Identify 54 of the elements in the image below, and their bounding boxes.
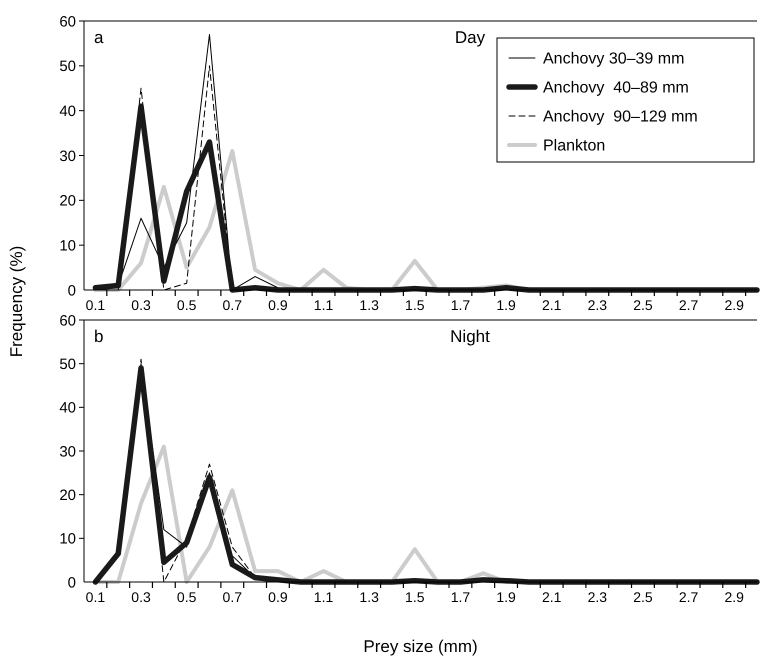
x-tick-label: 1.5 <box>405 589 425 605</box>
x-tick-label: 0.3 <box>131 297 151 313</box>
x-tick-label: 2.1 <box>542 589 562 605</box>
legend-label: Anchovy 40–89 mm <box>543 80 689 97</box>
y-tick-label: 50 <box>59 356 76 373</box>
x-tick-label: 0.9 <box>268 297 288 313</box>
x-tick-label: 2.7 <box>678 589 698 605</box>
x-tick-label: 2.5 <box>633 589 653 605</box>
x-tick-label: 0.5 <box>176 589 197 605</box>
x-tick-label: 2.5 <box>633 297 653 313</box>
x-tick-label: 0.5 <box>176 297 197 313</box>
x-tick-label: 1.9 <box>496 297 516 313</box>
y-tick-label: 30 <box>59 443 76 460</box>
y-tick-label: 40 <box>59 102 76 120</box>
x-tick-label: 2.7 <box>678 297 698 313</box>
annotation: a <box>94 28 104 47</box>
x-tick-label: 1.3 <box>359 297 380 313</box>
x-tick-label: 2.3 <box>588 589 608 605</box>
x-tick-label: 1.3 <box>359 589 380 605</box>
y-tick-label: 60 <box>59 13 76 30</box>
x-tick-label: 0.3 <box>131 589 151 605</box>
annotation: b <box>94 327 104 346</box>
x-tick-label: 2.1 <box>542 297 562 313</box>
x-tick-label: 0.7 <box>222 589 242 605</box>
legend-label: Plankton <box>543 138 606 155</box>
x-tick-label: 1.9 <box>496 589 516 605</box>
x-tick-label: 1.7 <box>450 297 470 313</box>
y-tick-label: 60 <box>59 312 76 330</box>
x-tick-label: 1.1 <box>314 297 334 313</box>
x-tick-label: 2.9 <box>724 589 744 605</box>
x-tick-label: 1.1 <box>314 589 334 605</box>
y-tick-label: 20 <box>59 192 76 210</box>
chart-title: Night <box>450 327 490 346</box>
x-tick-label: 0.1 <box>86 589 106 605</box>
x-tick-label: 0.1 <box>86 297 106 313</box>
x-tick-label: 0.7 <box>222 297 242 313</box>
legend-label: Anchovy 90–129 mm <box>543 108 698 126</box>
x-tick-label: 0.9 <box>268 589 288 605</box>
y-tick-label: 0 <box>68 282 76 300</box>
chart-title: Day <box>454 28 486 47</box>
y-axis-title: Frequency (%) <box>7 246 26 358</box>
x-axis-title: Prey size (mm) <box>363 637 478 656</box>
y-tick-label: 20 <box>59 486 76 504</box>
y-tick-label: 50 <box>59 58 76 76</box>
y-tick-label: 30 <box>59 148 76 165</box>
x-tick-label: 1.7 <box>450 589 470 605</box>
y-tick-label: 0 <box>68 574 76 592</box>
x-tick-label: 2.3 <box>588 297 608 313</box>
y-tick-label: 10 <box>59 237 76 254</box>
y-tick-label: 10 <box>59 530 76 548</box>
legend-label: Anchovy 30–39 mm <box>543 50 684 68</box>
y-tick-label: 40 <box>59 400 76 417</box>
x-tick-label: 2.9 <box>724 297 744 313</box>
x-tick-label: 1.5 <box>405 297 425 313</box>
